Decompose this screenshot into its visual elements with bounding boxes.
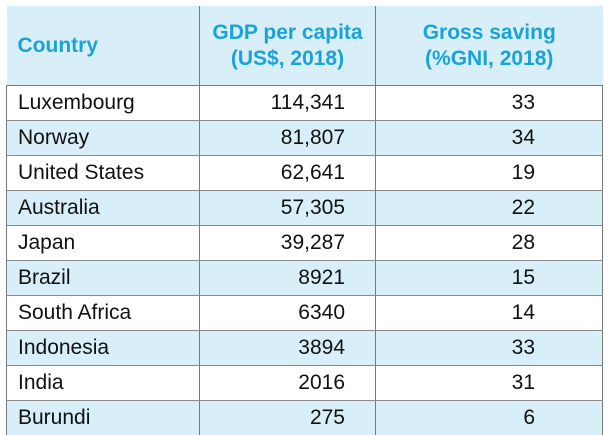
header-saving: Gross saving (%GNI, 2018) bbox=[376, 6, 603, 86]
saving-cell: 14 bbox=[376, 296, 603, 331]
gdp-cell: 6340 bbox=[200, 296, 376, 331]
gdp-cell: 57,305 bbox=[200, 191, 376, 226]
saving-cell: 19 bbox=[376, 156, 603, 191]
gdp-saving-table: Country GDP per capita (US$, 2018) Gross… bbox=[6, 6, 603, 435]
saving-cell: 28 bbox=[376, 226, 603, 261]
saving-cell: 15 bbox=[376, 261, 603, 296]
saving-cell: 31 bbox=[376, 366, 603, 401]
saving-cell: 33 bbox=[376, 86, 603, 121]
country-cell: Australia bbox=[7, 191, 200, 226]
header-gdp-line2: (US$, 2018) bbox=[231, 47, 344, 70]
country-cell: Brazil bbox=[7, 261, 200, 296]
gdp-cell: 62,641 bbox=[200, 156, 376, 191]
country-cell: Japan bbox=[7, 226, 200, 261]
gdp-cell: 81,807 bbox=[200, 121, 376, 156]
header-row: Country GDP per capita (US$, 2018) Gross… bbox=[7, 6, 603, 86]
country-cell: Norway bbox=[7, 121, 200, 156]
saving-cell: 6 bbox=[376, 401, 603, 435]
header-gdp: GDP per capita (US$, 2018) bbox=[200, 6, 376, 86]
gdp-cell: 39,287 bbox=[200, 226, 376, 261]
gdp-cell: 2016 bbox=[200, 366, 376, 401]
saving-cell: 34 bbox=[376, 121, 603, 156]
country-cell: United States bbox=[7, 156, 200, 191]
saving-cell: 33 bbox=[376, 331, 603, 366]
country-cell: Burundi bbox=[7, 401, 200, 435]
header-saving-line1: Gross saving bbox=[423, 21, 556, 44]
country-cell: India bbox=[7, 366, 200, 401]
header-gdp-line1: GDP per capita bbox=[212, 21, 362, 44]
gdp-cell: 3894 bbox=[200, 331, 376, 366]
country-cell: Luxembourg bbox=[7, 86, 200, 121]
country-cell: South Africa bbox=[7, 296, 200, 331]
header-country: Country bbox=[7, 6, 200, 86]
country-cell: Indonesia bbox=[7, 331, 200, 366]
gdp-cell: 114,341 bbox=[200, 86, 376, 121]
header-saving-line2: (%GNI, 2018) bbox=[425, 47, 553, 70]
gdp-cell: 275 bbox=[200, 401, 376, 435]
gdp-cell: 8921 bbox=[200, 261, 376, 296]
saving-cell: 22 bbox=[376, 191, 603, 226]
header-country-label: Country bbox=[18, 34, 99, 57]
